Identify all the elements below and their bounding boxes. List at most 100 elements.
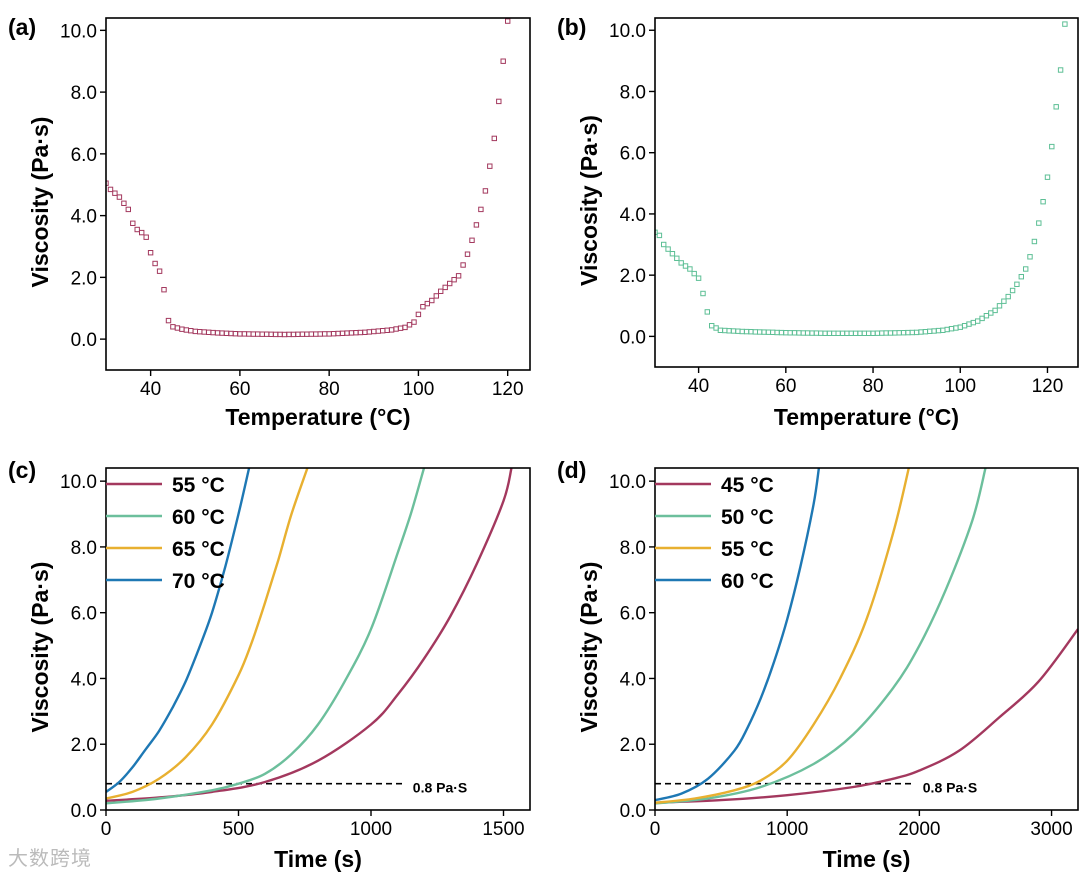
y-tick-label: 6.0 (71, 604, 97, 625)
data-point (1027, 254, 1033, 260)
data-point (800, 330, 806, 336)
data-point (1044, 174, 1051, 180)
data-point (966, 321, 972, 327)
data-point (804, 330, 811, 336)
data-point (948, 326, 955, 332)
y-tick-label: 8.0 (620, 82, 646, 103)
data-point (691, 270, 697, 277)
data-point (892, 330, 898, 336)
data-point (214, 330, 221, 336)
legend-label: 65 °C (172, 538, 225, 561)
data-point (130, 220, 136, 227)
data-point (134, 226, 140, 233)
data-point (272, 331, 279, 338)
data-point (678, 260, 684, 266)
chart-panel-c: (c) 0 500 1000 1500 0.0 2.0 4.0 6.0 8.0 10.0 Time (… (8, 457, 531, 872)
data-point (992, 307, 998, 314)
series-line-60c (655, 468, 821, 802)
reference-label: 0.8 Pa·S (413, 780, 467, 796)
data-point (384, 327, 390, 334)
data-point (1001, 298, 1007, 304)
data-point (735, 328, 741, 334)
data-point (717, 327, 724, 334)
chart-panel-d: (d) 0 1000 2000 3000 0.0 2.0 4.0 6.0 8.0 10.0 Time … (557, 457, 1079, 872)
data-point (179, 326, 185, 332)
data-point (874, 330, 881, 336)
data-point (922, 329, 929, 335)
data-point (944, 326, 950, 333)
x-tick-label: 40 (140, 379, 161, 400)
data-point (348, 330, 355, 336)
data-point (317, 331, 323, 337)
x-axis-title: Time (s) (823, 846, 911, 872)
x-axis-title: Temperature (°C) (225, 404, 410, 430)
data-point (927, 328, 933, 335)
data-point (866, 330, 872, 337)
data-point (326, 331, 332, 337)
y-axis-title: Viscosity (Pa·s) (576, 115, 602, 286)
data-point (940, 327, 946, 334)
y-tick-label: 8.0 (620, 538, 646, 559)
y-axis-title: Viscosity (Pa·s) (27, 562, 53, 733)
legend-label: 70 °C (172, 570, 225, 593)
data-point (259, 331, 265, 337)
panel-label: (d) (557, 457, 586, 483)
y-tick-label: 10.0 (609, 21, 646, 42)
data-point (250, 331, 257, 337)
data-point (482, 188, 489, 194)
reference-label: 0.8 Pa·S (923, 780, 977, 796)
data-point (709, 323, 715, 329)
data-point (170, 324, 176, 330)
x-tick-label: 1500 (482, 819, 524, 840)
y-tick-label: 0.0 (71, 801, 97, 822)
data-point (896, 330, 902, 336)
data-point (232, 331, 239, 337)
data-point (835, 330, 841, 337)
data-point (268, 331, 274, 338)
x-axis-title: Time (s) (274, 846, 362, 872)
x-tick-label: 100 (403, 379, 435, 400)
data-point (909, 329, 915, 336)
y-tick-label: 2.0 (71, 268, 97, 289)
y-tick-label: 10.0 (609, 472, 646, 493)
data-point (464, 251, 471, 257)
data-point (787, 330, 793, 336)
data-point (961, 323, 968, 329)
data-point (852, 330, 859, 337)
data-point (887, 330, 894, 336)
y-tick-label: 2.0 (620, 266, 646, 287)
data-point (357, 329, 364, 336)
data-point (455, 273, 462, 279)
data-point (219, 330, 225, 336)
data-point (761, 329, 767, 335)
data-point (1049, 143, 1055, 150)
y-tick-label: 8.0 (71, 83, 97, 104)
data-point (406, 322, 413, 328)
y-tick-label: 4.0 (620, 669, 646, 690)
data-point (669, 251, 676, 257)
data-point (362, 329, 368, 336)
data-point (451, 277, 457, 283)
data-point (188, 328, 194, 334)
legend-label: 55 °C (172, 474, 225, 497)
data-point (415, 311, 422, 318)
data-point (665, 246, 671, 252)
data-point (988, 310, 994, 316)
data-point (237, 331, 243, 337)
data-point (1005, 293, 1011, 300)
legend-label: 45 °C (721, 474, 774, 497)
legend-label: 60 °C (721, 570, 774, 593)
data-point (743, 328, 750, 335)
data-point (970, 319, 976, 326)
data-point (183, 327, 190, 333)
data-point (433, 293, 440, 299)
data-point (156, 268, 163, 274)
data-point (979, 315, 985, 322)
data-point (210, 329, 216, 336)
data-point (139, 229, 145, 236)
data-point (870, 330, 876, 337)
series-line-70c (106, 468, 251, 793)
x-tick-label: 100 (944, 376, 976, 397)
data-point (174, 325, 181, 331)
